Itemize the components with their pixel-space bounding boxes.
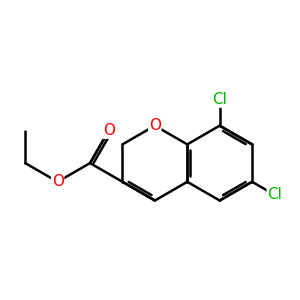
Text: Cl: Cl	[267, 188, 282, 202]
Text: Cl: Cl	[212, 92, 227, 107]
Text: O: O	[149, 118, 161, 133]
Text: O: O	[103, 123, 115, 138]
Text: O: O	[52, 174, 64, 189]
